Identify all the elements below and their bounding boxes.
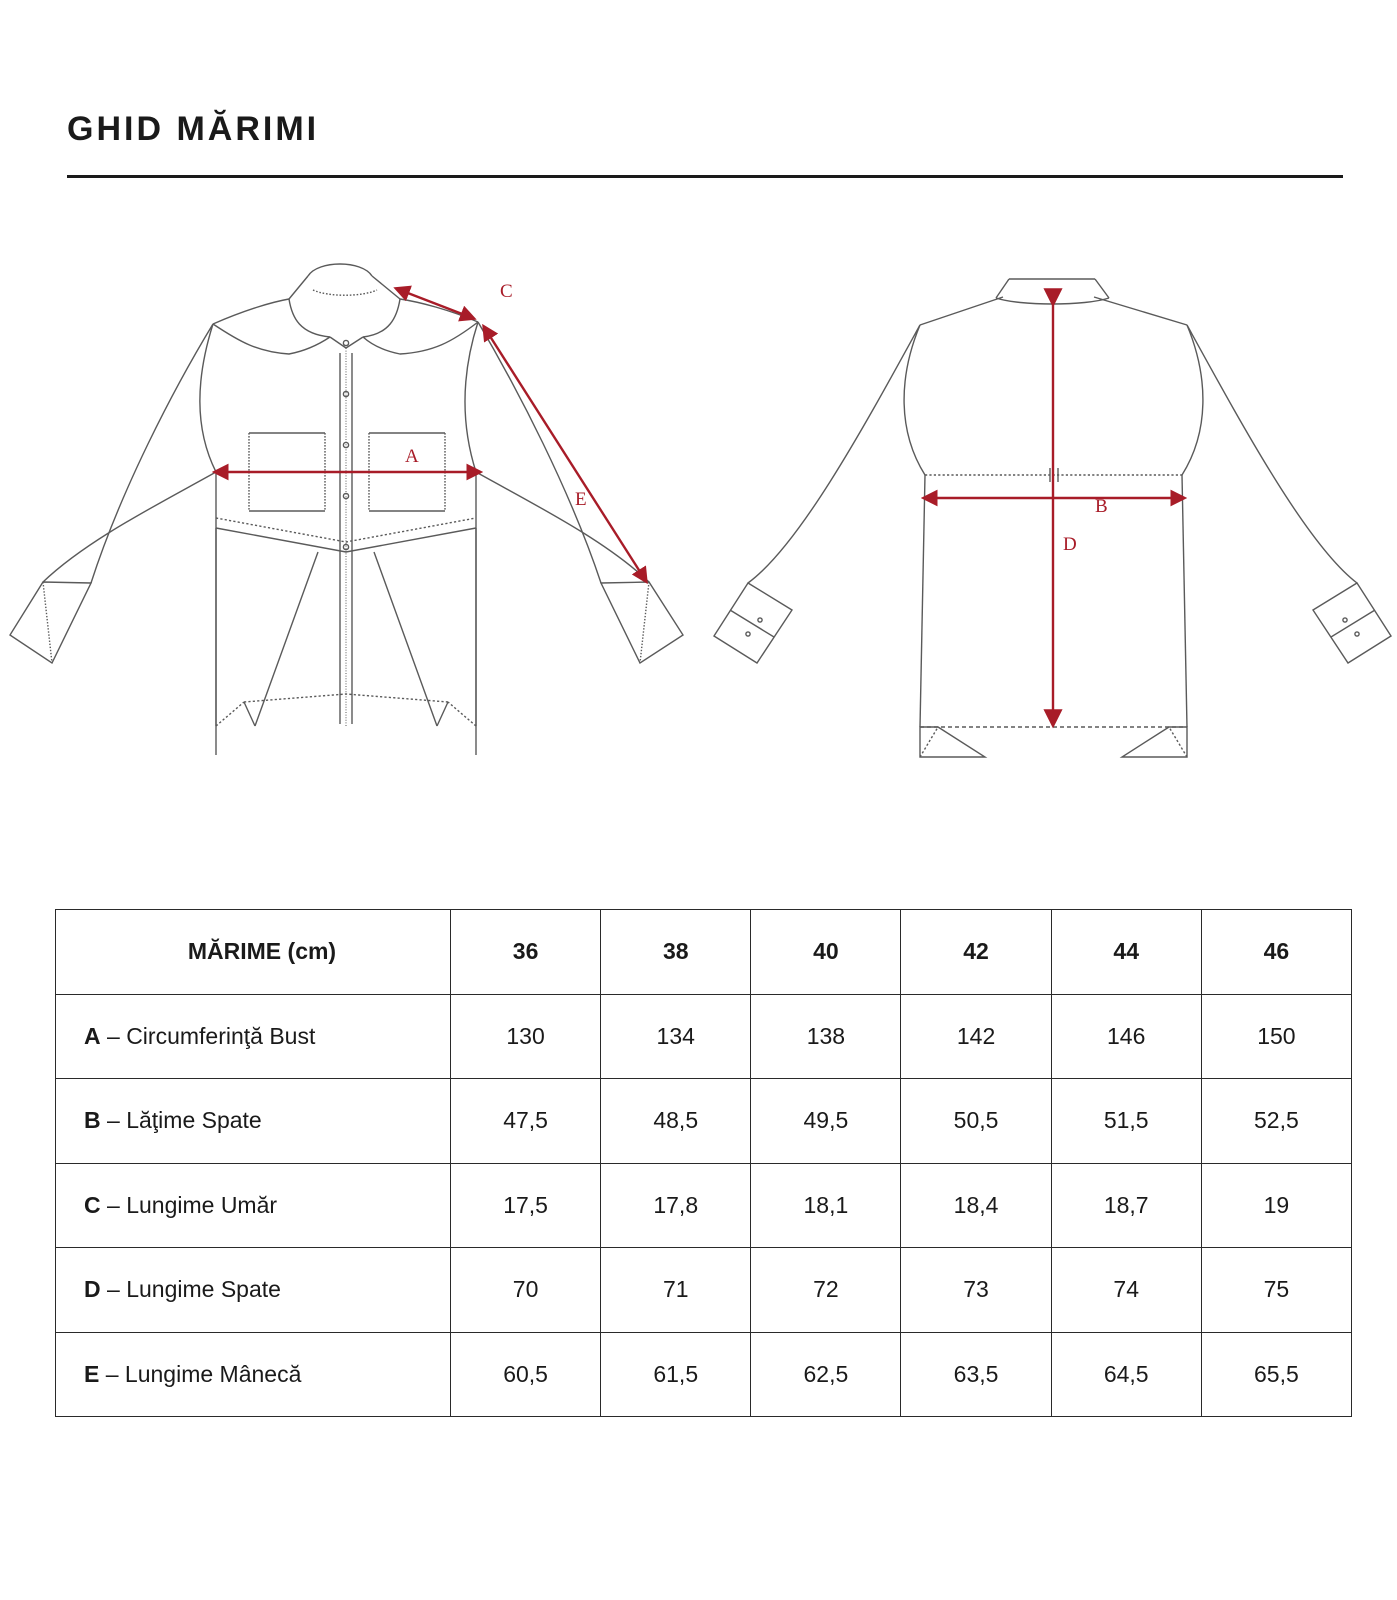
svg-text:C: C bbox=[500, 281, 513, 302]
svg-text:A: A bbox=[405, 446, 419, 467]
svg-text:D: D bbox=[1063, 534, 1077, 555]
svg-text:B: B bbox=[1095, 496, 1108, 517]
svg-text:E: E bbox=[575, 489, 587, 510]
